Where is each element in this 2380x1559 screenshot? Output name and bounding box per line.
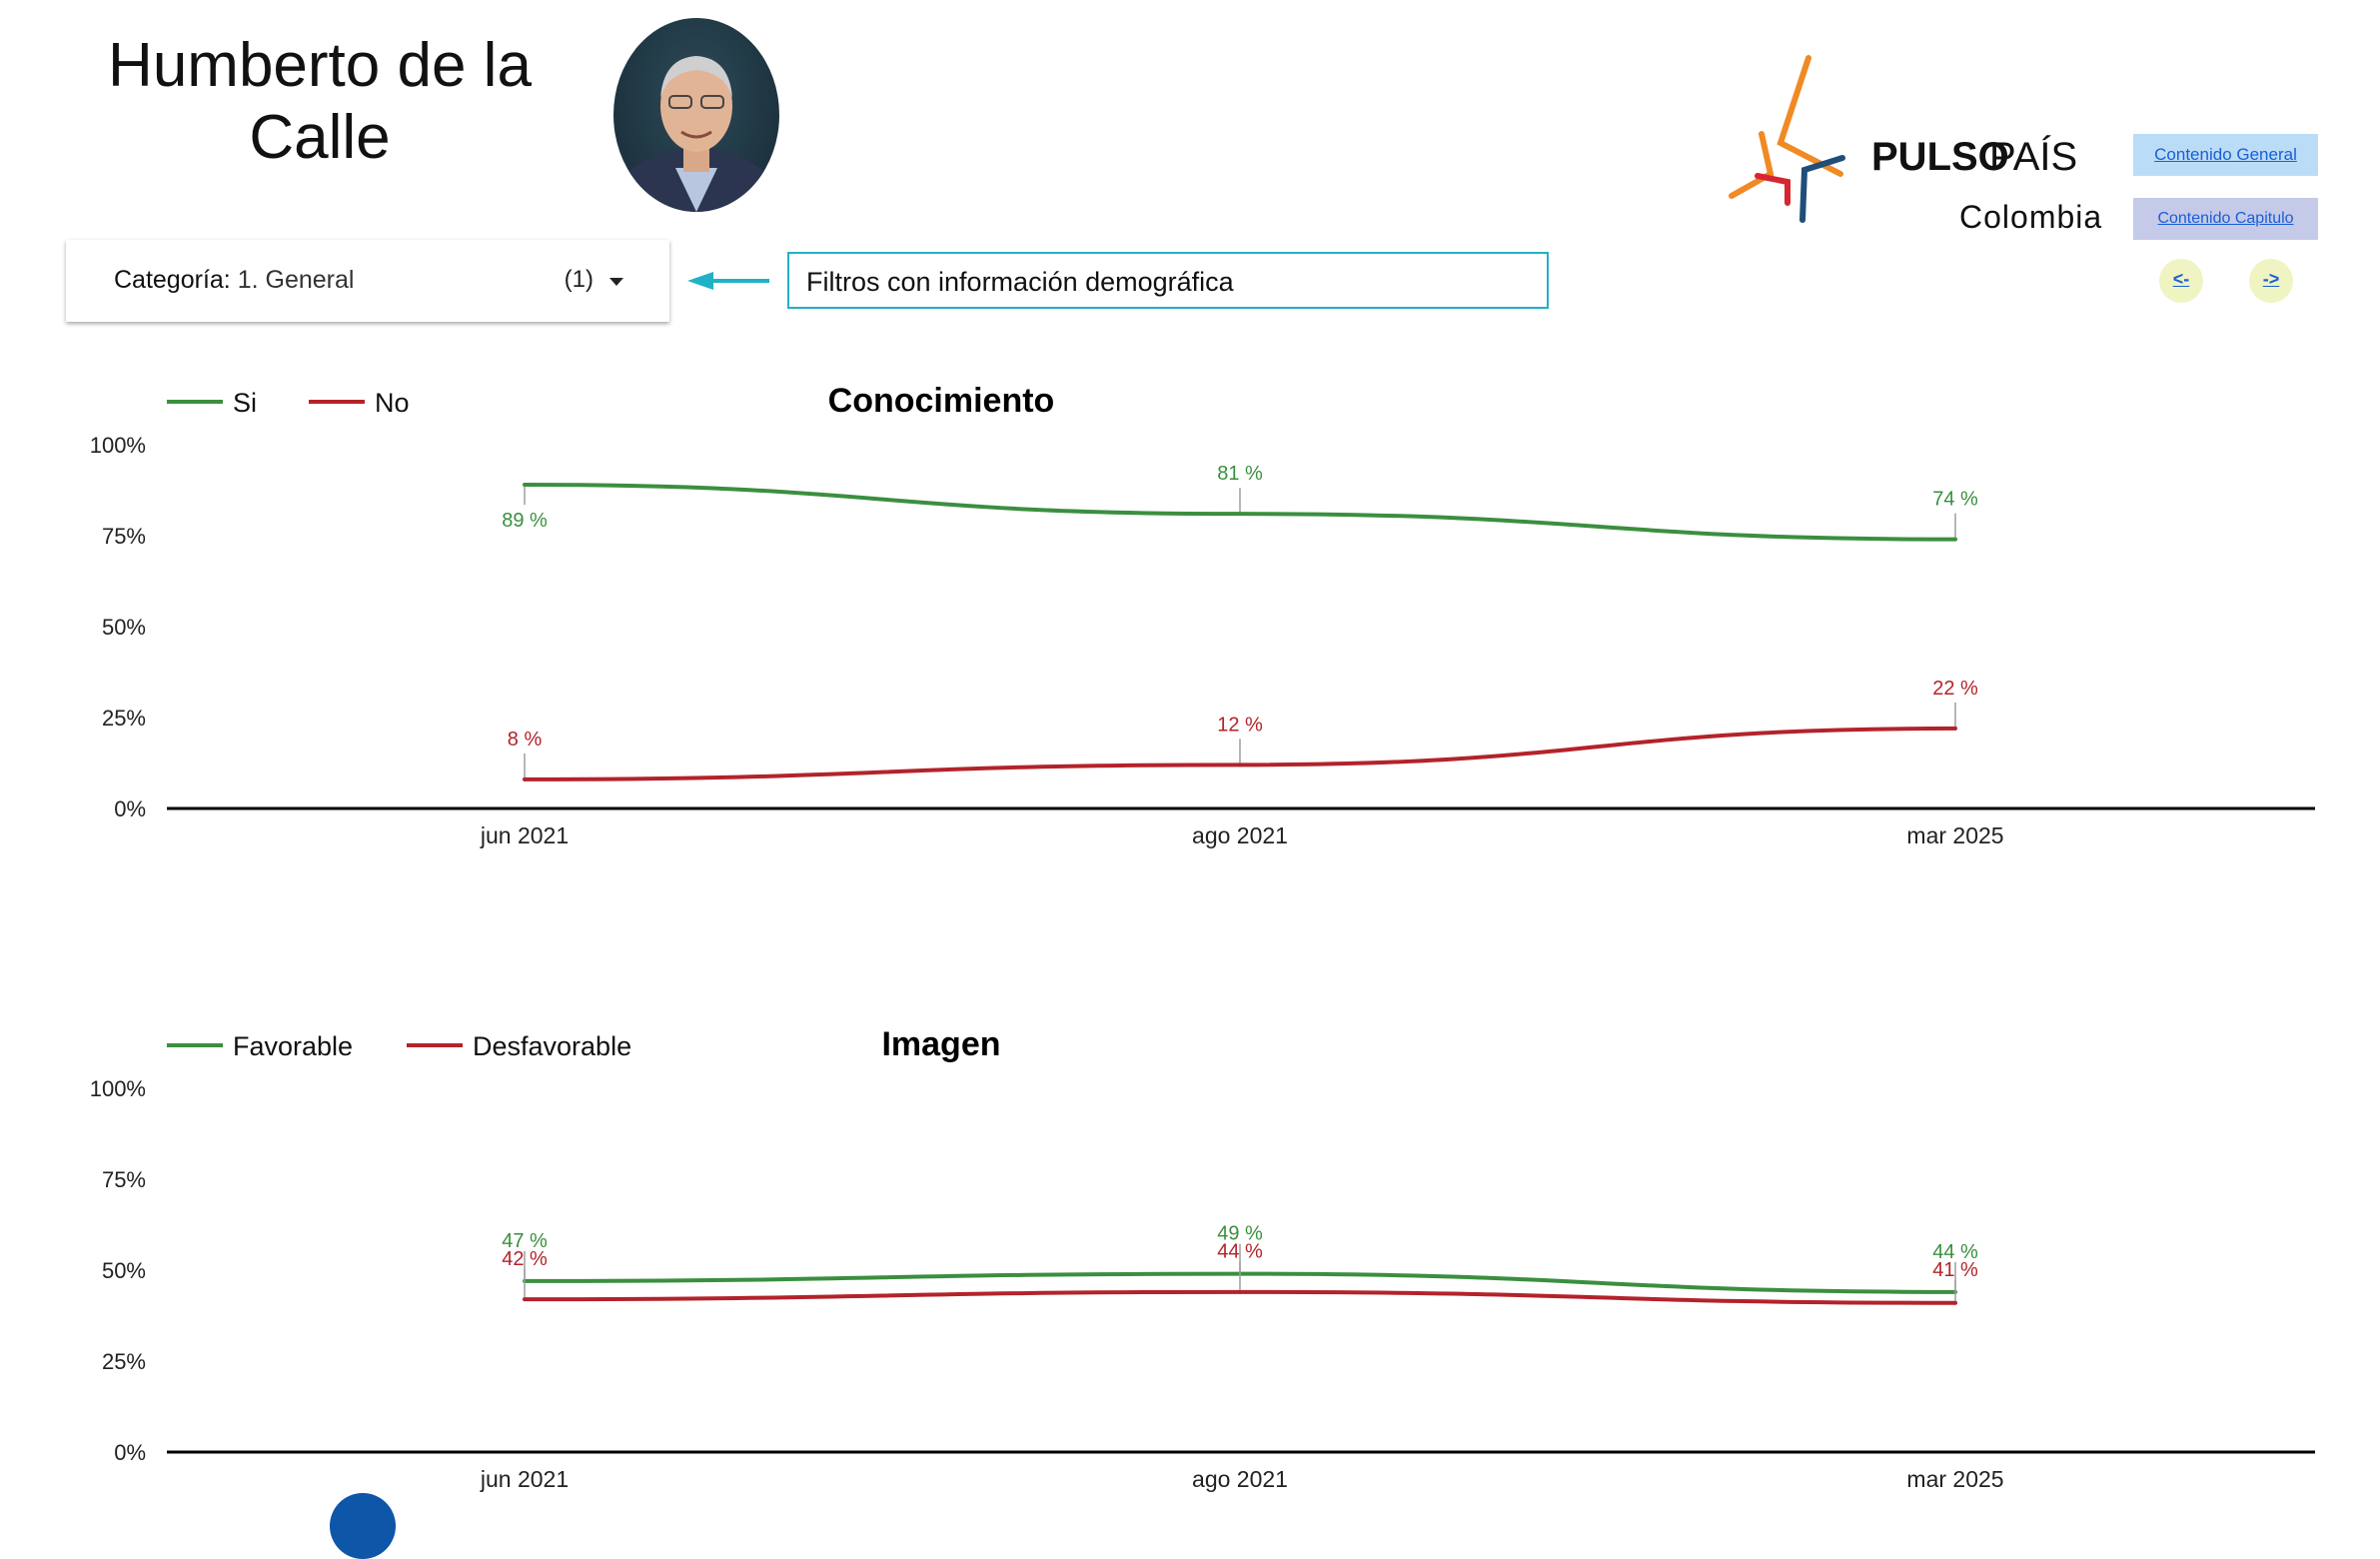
data-point[interactable] — [1953, 726, 1957, 731]
candidate-photo — [613, 18, 779, 212]
legend-item-no[interactable]: No — [309, 388, 410, 418]
y-tick-label: 100% — [90, 433, 146, 458]
data-label: 41 % — [1932, 1259, 1978, 1281]
data-point[interactable] — [1238, 1289, 1242, 1294]
data-point[interactable] — [523, 777, 527, 781]
data-point[interactable] — [523, 483, 527, 488]
chart-imagen: Imagen Favorable Desfavorable 100% 75% 50% 25%… — [90, 1025, 2315, 1492]
data-label: 74 % — [1932, 489, 1978, 511]
data-point[interactable] — [1238, 512, 1242, 517]
data-point[interactable] — [1953, 1300, 1957, 1305]
brand-name-bold: PULSO — [1871, 135, 2009, 179]
legend-label: Favorable — [233, 1031, 353, 1061]
y-tick-label: 0% — [114, 796, 146, 821]
pulsopais-star-icon — [1729, 55, 1845, 223]
next-page-button[interactable]: -> — [2249, 259, 2293, 303]
y-tick-label: 50% — [102, 1258, 146, 1283]
floating-action-icon[interactable] — [330, 1493, 396, 1559]
page-title-line-2: Calle — [249, 103, 391, 172]
filter-annotation-text: Filtros con información demográfica — [806, 267, 1234, 297]
filter-annotation-box: Filtros con información demográfica — [787, 252, 1549, 309]
legend-item-desfavorable[interactable]: Desfavorable — [407, 1031, 631, 1061]
brand-name-light: PAÍS — [1989, 134, 2077, 179]
data-label: 8 % — [508, 729, 543, 751]
x-tick-label: ago 2021 — [1192, 1466, 1288, 1492]
x-tick-label: mar 2025 — [1906, 822, 2003, 848]
arrow-left-icon — [687, 272, 769, 290]
contenido-capitulo-link[interactable]: Contenido Capitulo — [2133, 198, 2318, 240]
legend-item-favorable[interactable]: Favorable — [167, 1031, 353, 1061]
data-label: 81 % — [1217, 463, 1263, 485]
y-tick-label: 50% — [102, 615, 146, 640]
x-tick-label: jun 2021 — [480, 1466, 569, 1492]
y-tick-label: 0% — [114, 1440, 146, 1465]
pulsopais-logo: PULSO PAÍS Colombia — [1729, 55, 2102, 230]
data-label: 44 % — [1217, 1241, 1263, 1263]
data-label: 12 % — [1217, 714, 1263, 736]
category-separator: : — [223, 266, 238, 294]
category-dropdown-label: Categoría: 1. General — [114, 266, 354, 295]
y-tick-label: 25% — [102, 706, 146, 731]
contenido-general-link[interactable]: Contenido General — [2133, 134, 2318, 176]
y-tick-label: 25% — [102, 1349, 146, 1374]
previous-page-button[interactable]: <- — [2159, 259, 2203, 303]
data-label: 42 % — [502, 1248, 548, 1270]
legend-label: No — [375, 388, 410, 418]
chevron-down-icon[interactable] — [609, 278, 623, 286]
chart-conocimiento: Conocimiento Si No 100% 75% 50% 25% 0% jun 2021 a… — [90, 382, 2315, 848]
category-label: Categoría — [114, 266, 224, 294]
chart-title: Imagen — [881, 1025, 1000, 1063]
legend-item-si[interactable]: Si — [167, 388, 257, 418]
data-point[interactable] — [1238, 763, 1242, 768]
chart-title: Conocimiento — [828, 382, 1055, 420]
data-label: 89 % — [502, 510, 548, 532]
page-title: Humberto de la Calle — [60, 30, 580, 174]
page-title-line-1: Humberto de la — [108, 31, 532, 100]
y-tick-label: 75% — [102, 1167, 146, 1192]
brand-subtitle: Colombia — [1959, 199, 2102, 230]
data-label: 47 % — [502, 1230, 548, 1252]
data-label: 22 % — [1932, 678, 1978, 700]
legend-label: Desfavorable — [473, 1031, 631, 1061]
legend-label: Si — [233, 388, 257, 418]
data-label: 49 % — [1217, 1223, 1263, 1245]
selection-count: (1) — [564, 266, 594, 293]
x-tick-label: ago 2021 — [1192, 822, 1288, 848]
x-tick-label: mar 2025 — [1906, 1466, 2003, 1492]
data-point[interactable] — [523, 1297, 527, 1302]
category-dropdown[interactable]: Categoría: 1. General (1) — [66, 240, 669, 322]
x-tick-label: jun 2021 — [480, 822, 569, 848]
category-value: 1. General — [237, 266, 355, 294]
data-label: 44 % — [1932, 1241, 1978, 1263]
data-point[interactable] — [1953, 537, 1957, 542]
portrait-illustration — [613, 56, 779, 212]
y-tick-label: 100% — [90, 1076, 146, 1101]
y-tick-label: 75% — [102, 524, 146, 549]
